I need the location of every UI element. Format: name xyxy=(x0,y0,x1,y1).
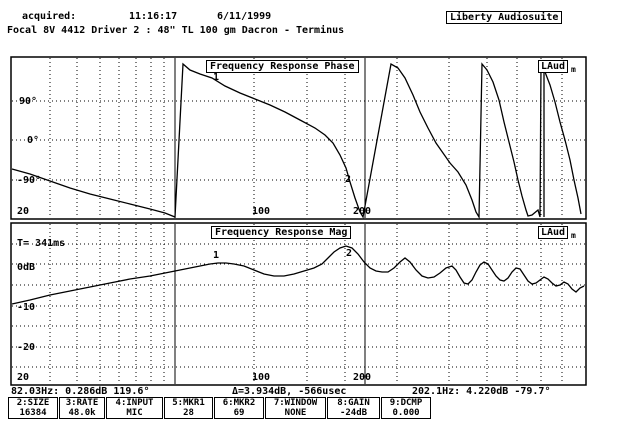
fkey-mkr1-name: 5:MKR1 xyxy=(172,398,205,408)
fkey-input-name: 4:INPUT xyxy=(115,398,154,408)
mag-y-label-0db: 0dB xyxy=(17,262,36,273)
fkey-mkr1[interactable]: 5:MKR1 28 xyxy=(164,397,213,419)
fkey-window-value: NONE xyxy=(284,408,307,418)
fkey-mkr2[interactable]: 6:MKR2 69 xyxy=(214,397,264,419)
phase-trace xyxy=(11,62,582,220)
mag-panel-title: Frequency Response Mag xyxy=(211,226,352,239)
fkey-rate-name: 3:RATE xyxy=(65,398,99,408)
fkey-window-name: 7:WINDOW xyxy=(273,398,318,408)
acquired-date: 6/11/1999 xyxy=(217,11,272,22)
phase-y-label-0: 0° xyxy=(27,135,40,146)
mag-trace xyxy=(11,245,585,305)
mag-major-verticals xyxy=(174,224,366,384)
readout-marker1: 82.03Hz: 0.286dB 119.6° xyxy=(11,386,150,397)
fkey-window[interactable]: 7:WINDOW NONE xyxy=(265,397,326,419)
fkey-gain-name: 8:GAIN xyxy=(337,398,370,408)
mag-x-label-100: 100 xyxy=(252,372,271,383)
acquired-label: acquired: xyxy=(22,11,77,22)
fkey-dcmp-name: 9:DCMP xyxy=(389,398,423,408)
phase-x-label-100: 100 xyxy=(252,206,271,217)
phase-grid xyxy=(12,58,585,218)
fkey-input[interactable]: 4:INPUT MIC xyxy=(106,397,163,419)
mag-corner-sub: m xyxy=(571,231,576,240)
app-badge: Liberty Audiosuite xyxy=(446,11,563,24)
fkey-mkr2-name: 6:MKR2 xyxy=(222,398,256,408)
measurement-title: Focal 8V 4412 Driver 2 : 48" TL 100 gm D… xyxy=(7,25,345,36)
fkey-size[interactable]: 2:SIZE 16384 xyxy=(8,397,58,419)
mag-time-label: T= 341ms xyxy=(17,238,66,249)
phase-major-verticals xyxy=(174,58,366,218)
fkey-size-name: 2:SIZE xyxy=(16,398,50,408)
mag-marker-2[interactable]: 2 xyxy=(346,248,353,259)
fkey-dcmp-value: 0.000 xyxy=(392,408,420,418)
phase-frame xyxy=(10,56,587,220)
phase-marker-1[interactable]: 1 xyxy=(213,72,220,83)
phase-y-label-90: 90° xyxy=(19,96,38,107)
fkey-gain-value: -24dB xyxy=(339,408,368,418)
phase-y-label-neg90: -90° xyxy=(17,175,42,186)
fkey-rate-value: 48.0k xyxy=(68,408,96,418)
readout-marker2: 202.1Hz: 4.220dB -79.7° xyxy=(412,386,551,397)
fkey-dcmp[interactable]: 9:DCMP 0.000 xyxy=(381,397,431,419)
fkey-input-value: MIC xyxy=(126,408,143,418)
mag-y-label-neg20: -20 xyxy=(17,342,36,353)
fkey-gain[interactable]: 8:GAIN -24dB xyxy=(327,397,380,419)
mag-frame xyxy=(10,222,587,386)
fkey-size-value: 16384 xyxy=(19,408,47,418)
phase-marker-2[interactable]: 2 xyxy=(345,174,352,185)
mag-y-label-neg10: -10 xyxy=(17,302,36,313)
fkey-mkr2-value: 69 xyxy=(233,408,245,418)
fkey-rate[interactable]: 3:RATE 48.0k xyxy=(59,397,105,419)
mag-x-label-200: 200 xyxy=(353,372,372,383)
fkey-mkr1-value: 28 xyxy=(183,408,194,418)
phase-x-label-20: 20 xyxy=(17,206,30,217)
phase-panel-title: Frequency Response Phase xyxy=(206,60,359,73)
phase-corner-tag: LAud xyxy=(538,60,569,73)
mag-corner-tag: LAud xyxy=(538,226,569,239)
mag-marker-1[interactable]: 1 xyxy=(213,250,220,261)
acquired-time: 11:16:17 xyxy=(129,11,178,22)
phase-corner-sub: m xyxy=(571,65,576,74)
readout-delta: Δ=3.934dB, -566usec xyxy=(232,386,347,397)
mag-grid xyxy=(12,224,585,384)
phase-x-label-200: 200 xyxy=(353,206,372,217)
mag-x-label-20: 20 xyxy=(17,372,30,383)
